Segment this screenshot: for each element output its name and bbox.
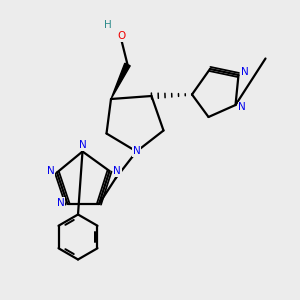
- Polygon shape: [111, 63, 130, 99]
- Text: N: N: [238, 102, 246, 112]
- Text: N: N: [241, 67, 249, 77]
- Text: H: H: [103, 20, 111, 30]
- Text: N: N: [79, 140, 86, 151]
- Text: N: N: [113, 166, 121, 176]
- Text: N: N: [57, 197, 65, 208]
- Text: N: N: [46, 166, 54, 176]
- Text: O: O: [117, 31, 126, 41]
- Text: N: N: [133, 146, 140, 157]
